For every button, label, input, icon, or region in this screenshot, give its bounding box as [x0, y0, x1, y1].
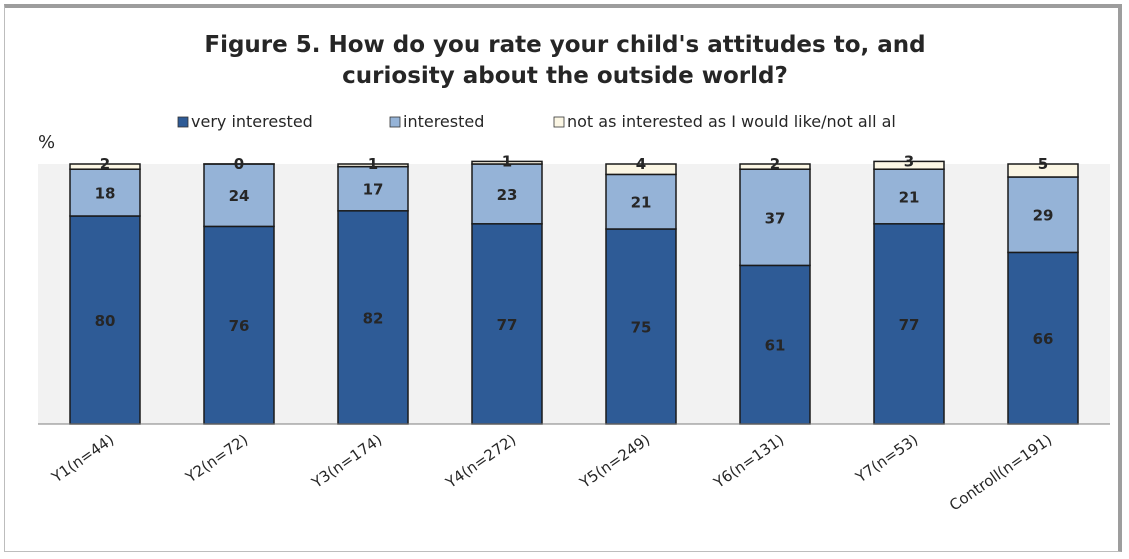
- data-label-1-8: 66: [1033, 330, 1054, 348]
- data-label-1-5: 75: [631, 319, 652, 337]
- data-label-2-1: 18: [95, 185, 116, 203]
- data-label-1-2: 76: [229, 317, 250, 335]
- bars-group: 80 18 2 76 24 0 82 17 1 77 23 1 75 21 4 61 37 2 77 21 3 66 29 5: [69, 152, 1079, 425]
- bar-segment-2-2: [203, 163, 275, 228]
- data-label-1-1: 80: [95, 312, 116, 330]
- chart-title-line-2: curiosity about the outside world?: [342, 63, 788, 89]
- x-tick-label-6: Y6(n=131): [710, 431, 788, 493]
- data-label-2-6: 37: [765, 209, 786, 227]
- legend-swatch-3: [553, 116, 565, 128]
- x-tick-label-1: Y1(n=44): [48, 431, 118, 487]
- data-label-2-4: 23: [497, 186, 518, 204]
- x-tick-label-8: Controll(n=191): [946, 431, 1055, 515]
- legend-label-1: very interested: [191, 112, 313, 131]
- data-label-1-4: 77: [497, 316, 518, 334]
- data-label-3-2: 0: [234, 155, 244, 173]
- bar-segment-1-7: [873, 223, 945, 425]
- x-tick-label-4: Y4(n=272): [442, 431, 520, 493]
- data-label-3-5: 4: [636, 155, 646, 173]
- x-tick-label-7: Y7(n=53): [852, 431, 922, 487]
- data-label-1-3: 82: [363, 309, 384, 327]
- bar-segment-3-8: [1007, 163, 1079, 178]
- x-tick-label-5: Y5(n=249): [576, 431, 654, 493]
- legend-label-3: not as interested as I would like/not al…: [567, 112, 896, 131]
- x-axis-ticks: Y1(n=44) Y2(n=72) Y3(n=174) Y4(n=272) Y5(n=2…: [48, 431, 1056, 515]
- bar-segment-2-1: [69, 168, 141, 217]
- legend-swatch-1: [177, 116, 189, 128]
- bar-segment-1-6: [739, 264, 811, 425]
- data-label-3-8: 5: [1038, 155, 1048, 173]
- y-axis-label: %: [38, 132, 55, 153]
- data-label-1-6: 61: [765, 337, 786, 355]
- data-label-2-3: 17: [363, 181, 384, 199]
- bar-segment-3-4: [471, 160, 543, 165]
- data-label-3-4: 1: [502, 152, 512, 170]
- bar-segment-2-3: [337, 165, 409, 212]
- chart-title-line-1: Figure 5. How do you rate your child's a…: [204, 32, 925, 58]
- legend-swatch-2: [389, 116, 401, 128]
- data-label-2-2: 24: [229, 187, 250, 205]
- bar-segment-3-3: [337, 163, 409, 168]
- bar-segment-2-8: [1007, 176, 1079, 254]
- bar-segment-3-6: [739, 163, 811, 170]
- bar-segment-3-1: [69, 163, 141, 170]
- data-label-2-8: 29: [1033, 207, 1054, 225]
- bar-segment-1-8: [1007, 251, 1079, 425]
- legend: very interested interested not as interest…: [177, 112, 896, 131]
- data-label-2-7: 21: [899, 189, 920, 207]
- plot-area: [38, 164, 1110, 424]
- data-label-3-7: 3: [904, 152, 914, 170]
- data-label-3-1: 2: [100, 155, 110, 173]
- x-tick-label-2: Y2(n=72): [182, 431, 252, 487]
- x-tick-label-3: Y3(n=174): [308, 431, 386, 493]
- data-label-3-3: 1: [368, 155, 378, 173]
- bar-segment-3-5: [605, 163, 677, 176]
- data-label-3-6: 2: [770, 155, 780, 173]
- bar-segment-1-2: [203, 225, 275, 425]
- bar-segment-3-7: [873, 160, 945, 170]
- legend-label-2: interested: [403, 112, 484, 131]
- data-label-1-7: 77: [899, 316, 920, 334]
- bar-segment-1-1: [69, 215, 141, 425]
- data-label-2-5: 21: [631, 194, 652, 212]
